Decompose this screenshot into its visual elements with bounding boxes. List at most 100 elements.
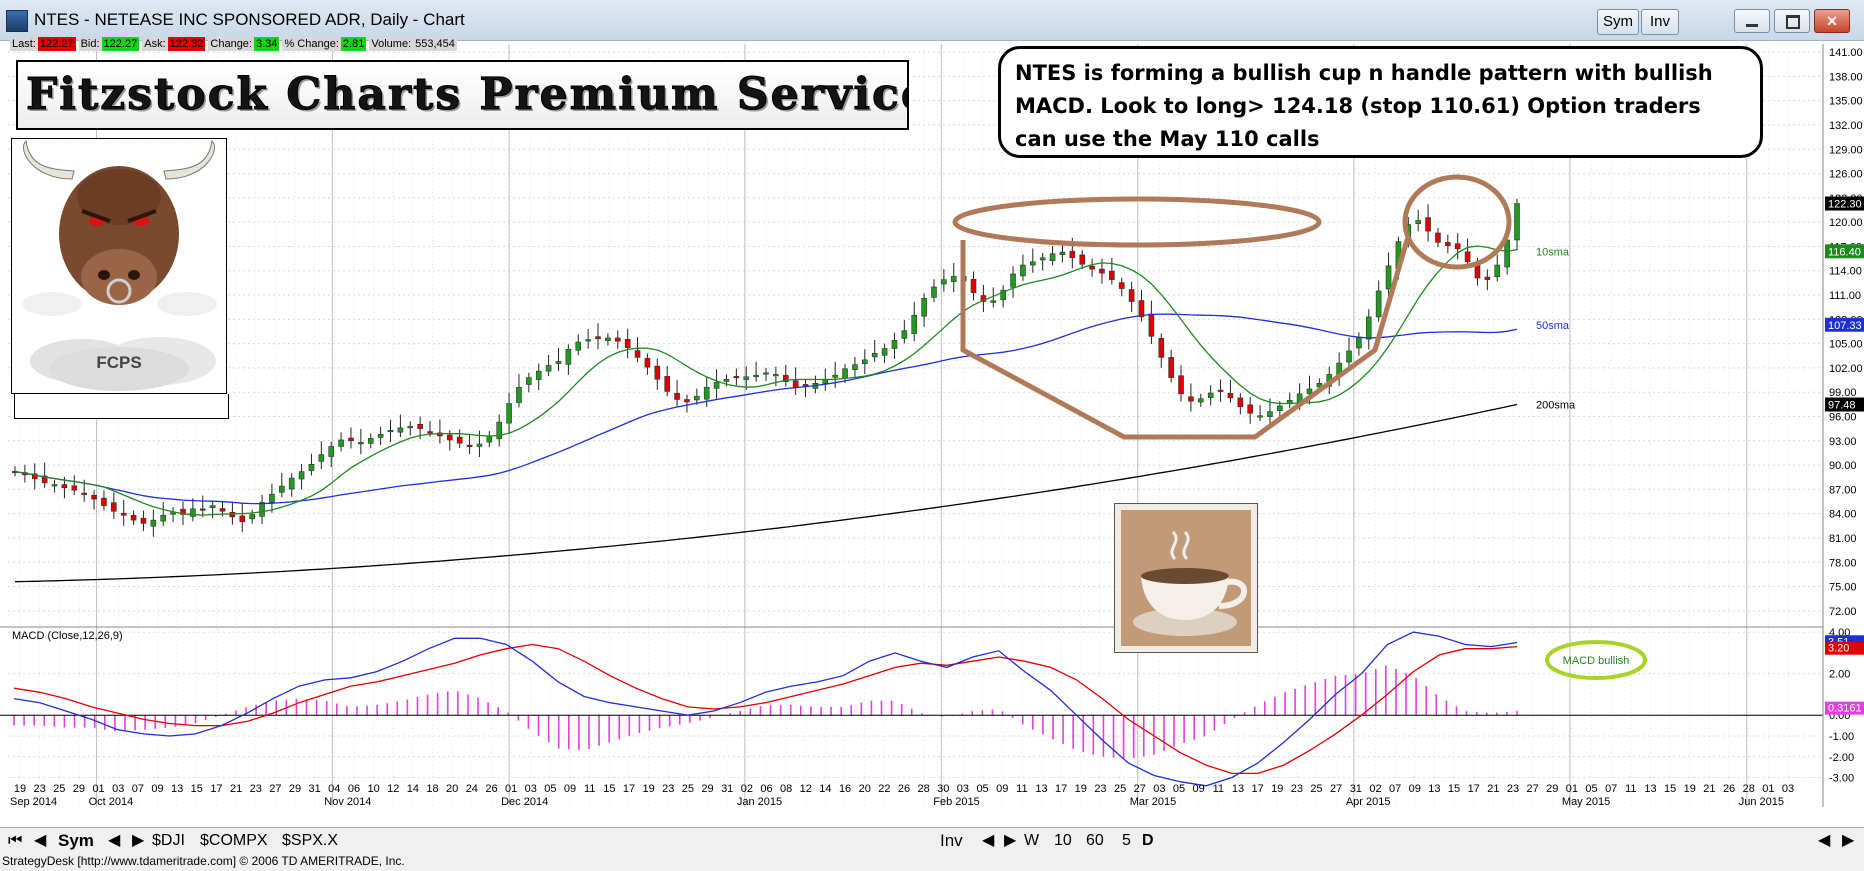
sma50-line: [14, 313, 1518, 505]
candle-body: [1425, 217, 1431, 232]
scroll-right-icon[interactable]: ▶: [1842, 832, 1855, 849]
tab-dji[interactable]: $DJI: [152, 832, 185, 849]
candle-body: [733, 376, 740, 379]
date-tick-label: 15: [1664, 783, 1676, 795]
last-label: Last:: [10, 37, 38, 51]
candle-body: [1375, 290, 1382, 318]
app-chart-icon: [6, 10, 28, 32]
date-tick-label: 25: [1310, 783, 1322, 795]
price-tick-label: 111.00: [1829, 290, 1861, 302]
date-tick-label: 13: [1644, 783, 1656, 795]
candle-body: [871, 353, 878, 358]
date-tick-label: 17: [1055, 783, 1067, 795]
date-tick-label: 05: [976, 783, 988, 795]
close-icon[interactable]: ✕: [1814, 9, 1850, 33]
candle-body: [1039, 257, 1046, 261]
period-prev-icon[interactable]: ◀: [982, 832, 995, 849]
date-tick-label: 01: [1762, 783, 1774, 795]
candle-body: [891, 340, 898, 349]
date-tick-label: 20: [859, 783, 871, 795]
candle-body: [585, 339, 591, 342]
bid-label: Bid:: [78, 37, 102, 51]
scroll-left-icon[interactable]: ◀: [1818, 832, 1831, 849]
window-titlebar: NTES - NETEASE INC SPONSORED ADR, Daily …: [0, 0, 1864, 41]
tab-prev-icon[interactable]: ◀: [108, 832, 121, 849]
candle-body: [1316, 383, 1323, 388]
candle-body: [219, 508, 226, 512]
period-60[interactable]: 60: [1086, 832, 1104, 849]
month-label: Mar 2015: [1130, 796, 1176, 808]
date-tick-label: 05: [1585, 783, 1597, 795]
candle-body: [1247, 404, 1253, 414]
sma-label: 50sma: [1536, 320, 1570, 332]
candle-body: [881, 348, 888, 356]
date-tick-label: 03: [112, 783, 124, 795]
date-tick-label: 22: [878, 783, 890, 795]
candle-body: [417, 423, 423, 429]
period-next-icon[interactable]: ▶: [1004, 832, 1017, 849]
candle-body: [614, 337, 621, 342]
inv-button[interactable]: Inv: [1641, 9, 1679, 35]
period-5[interactable]: 5: [1122, 832, 1131, 849]
tab-spx[interactable]: $SPX.X: [282, 832, 339, 849]
change-value: 3.34: [253, 37, 280, 51]
last-value: 122.27: [37, 37, 76, 51]
macd-tick-label: -1.00: [1829, 731, 1854, 743]
sym-tab[interactable]: Sym: [58, 831, 94, 850]
tab-compx[interactable]: $COMPX: [200, 832, 268, 849]
date-tick-label: 25: [1114, 783, 1126, 795]
candle-body: [387, 429, 394, 433]
candle-body: [832, 374, 838, 378]
prev-page-icon[interactable]: ◀: [34, 832, 47, 849]
candle-body: [239, 515, 246, 523]
coffee-image: [1114, 503, 1258, 653]
date-tick-label: 07: [1605, 783, 1617, 795]
date-tick-label: 29: [1546, 783, 1558, 795]
candle-body: [1464, 251, 1471, 263]
candle-body: [190, 508, 196, 517]
date-tick-label: 26: [898, 783, 910, 795]
candle-body: [1188, 396, 1194, 402]
volume-label: Volume:: [369, 37, 414, 51]
date-tick-label: 17: [1251, 783, 1263, 795]
month-label: Feb 2015: [933, 796, 979, 808]
candle-body: [1128, 289, 1135, 302]
candle-body: [773, 374, 779, 377]
inv-tab[interactable]: Inv: [940, 831, 963, 850]
candle-body: [950, 276, 957, 282]
date-tick-label: 21: [230, 783, 242, 795]
candle-body: [308, 463, 315, 471]
first-page-icon[interactable]: ⏮: [8, 832, 23, 849]
sma-labels: 10sma 50sma 200sma: [1536, 246, 1576, 411]
date-axis: 19 23 25 29 01 03 07 09 13 15 17 21 23 27 29 31 04 06 10 12…: [10, 783, 1794, 808]
date-tick-label: 17: [1468, 783, 1480, 795]
date-tick-label: 21: [1703, 783, 1715, 795]
period-d[interactable]: D: [1142, 832, 1154, 849]
date-tick-label: 23: [34, 783, 46, 795]
maximize-icon[interactable]: [1774, 9, 1810, 33]
tab-next-icon[interactable]: ▶: [132, 832, 145, 849]
candle-body: [318, 454, 325, 462]
month-label: Apr 2015: [1346, 796, 1391, 808]
sym-button[interactable]: Sym: [1597, 9, 1639, 35]
macd-axis: 4.002.000.00-1.00-2.00-3.003.513.200.316…: [1822, 627, 1864, 790]
candle-body: [427, 431, 433, 434]
date-tick-label: 27: [1330, 783, 1342, 795]
macd-tick-label: -3.00: [1829, 773, 1854, 785]
date-tick-label: 31: [721, 783, 733, 795]
last-price-badge: [1825, 196, 1864, 211]
candle-body: [1079, 254, 1086, 265]
minimize-icon[interactable]: [1734, 9, 1770, 33]
date-tick-label: 09: [564, 783, 576, 795]
period-w[interactable]: W: [1024, 832, 1040, 849]
price-tick-label: 72.00: [1829, 606, 1857, 618]
price-chart[interactable]: MACD (Close,12,26,9) MACD bullish 141.00…: [0, 0, 1864, 827]
date-tick-label: 02: [741, 783, 753, 795]
date-tick-label: 05: [544, 783, 556, 795]
change-label: Change:: [208, 37, 254, 51]
candle-body: [249, 514, 255, 520]
candle-body: [654, 365, 661, 380]
period-10[interactable]: 10: [1054, 832, 1072, 849]
date-tick-label: 23: [662, 783, 674, 795]
candle-body: [526, 377, 532, 385]
